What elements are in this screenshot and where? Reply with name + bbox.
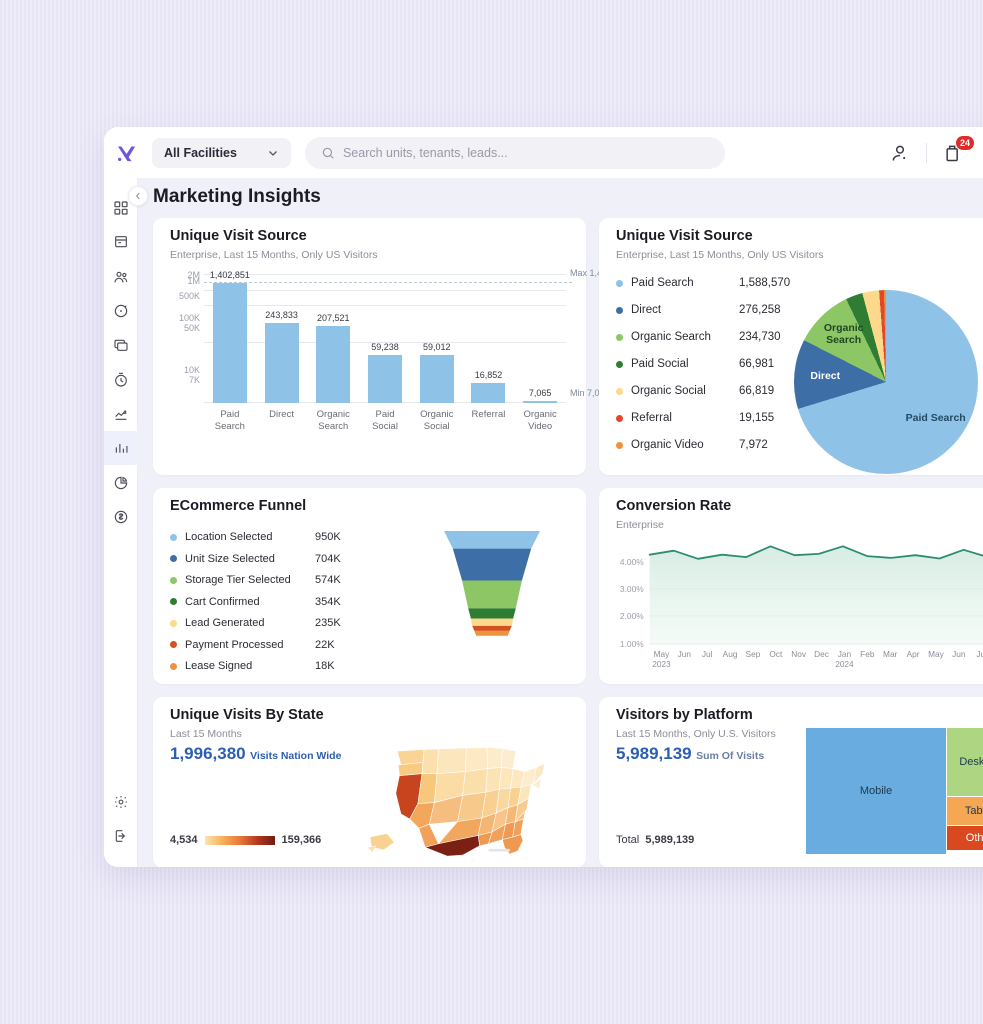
svg-text:3.00%: 3.00% bbox=[620, 584, 644, 594]
svg-text:4.00%: 4.00% bbox=[620, 557, 644, 567]
svg-text:1.00%: 1.00% bbox=[620, 639, 644, 649]
svg-text:2.00%: 2.00% bbox=[620, 611, 644, 621]
